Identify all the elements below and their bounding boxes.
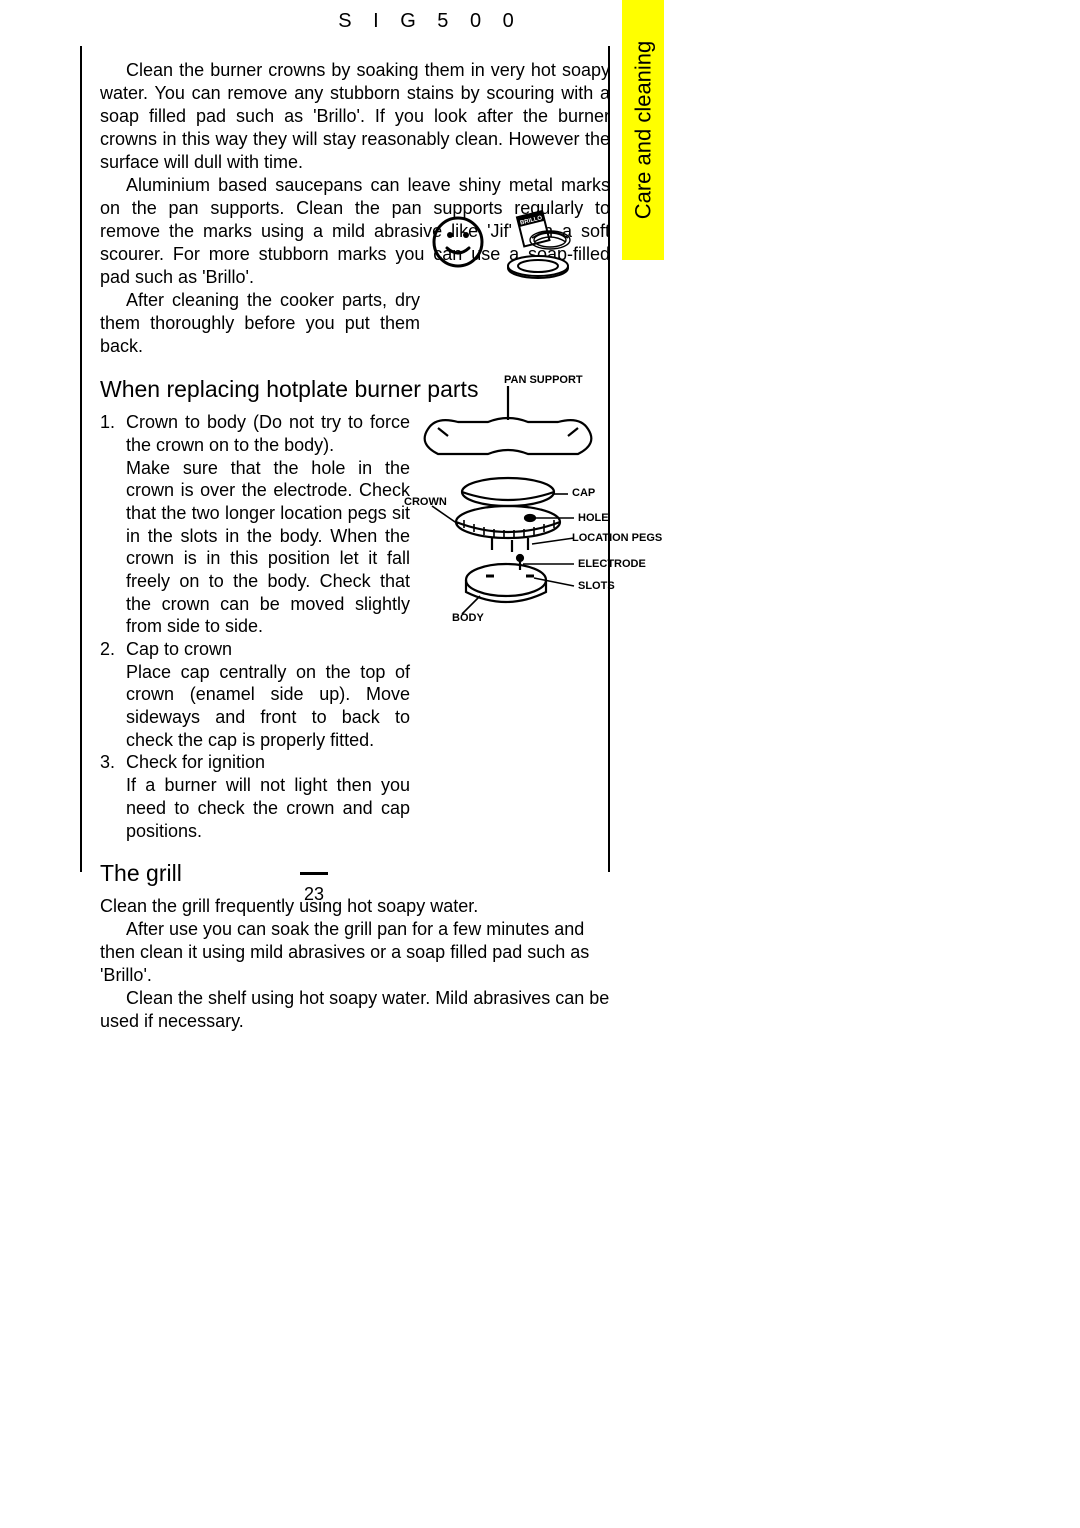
step-2-lead: Cap to crown [126,638,410,661]
side-tab: Care and cleaning [622,0,664,260]
lbl-electrode: ELECTRODE [578,558,646,570]
lbl-pan-support: PAN SUPPORT [504,374,583,386]
lbl-crown: CROWN [404,496,447,508]
lbl-body: BODY [452,612,484,624]
lbl-loc-pegs: LOCATION PEGS [572,532,662,544]
step-3-lead: Check for ignition [126,751,410,774]
grill-p3: Clean the shelf using hot soapy water. M… [100,987,610,1033]
burner-diagram: PAN SUPPORT CAP CROWN HOLE LOCATION PEGS… [408,374,608,634]
lbl-hole: HOLE [578,512,609,524]
replace-steps: Crown to body (Do not try to force the c… [100,411,410,842]
grill-heading: The grill [100,860,610,887]
intro-p1: Clean the burner crowns by soaking them … [100,59,610,174]
page-bottom-rule [300,872,328,875]
step-1-rest: Make sure that the hole in the crown is … [126,457,410,638]
step-3: Check for ignition If a burner will not … [100,751,410,842]
step-3-rest: If a burner will not light then you need… [126,774,410,842]
side-tab-label: Care and cleaning [630,41,656,220]
grill-block: Clean the grill frequently using hot soa… [80,895,610,1033]
step-2-rest: Place cap centrally on the top of crown … [126,661,410,752]
lbl-cap: CAP [572,487,595,499]
grill-p1: Clean the grill frequently using hot soa… [100,895,610,918]
smiley-icon [430,214,486,270]
intro-p3: After cleaning the cooker parts, dry the… [100,289,420,358]
step-2: Cap to crown Place cap centrally on the … [100,638,410,751]
lbl-slots: SLOTS [578,580,615,592]
page-number: 23 [300,884,328,905]
brillo-icon: BRILLO [494,210,574,284]
step-1: Crown to body (Do not try to force the c… [100,411,410,638]
intro-block: Clean the burner crowns by soaking them … [80,59,610,358]
model-header: S I G 5 0 0 [250,10,610,33]
grill-p2: After use you can soak the grill pan for… [100,918,610,987]
step-1-lead: Crown to body (Do not try to force the c… [126,411,410,456]
